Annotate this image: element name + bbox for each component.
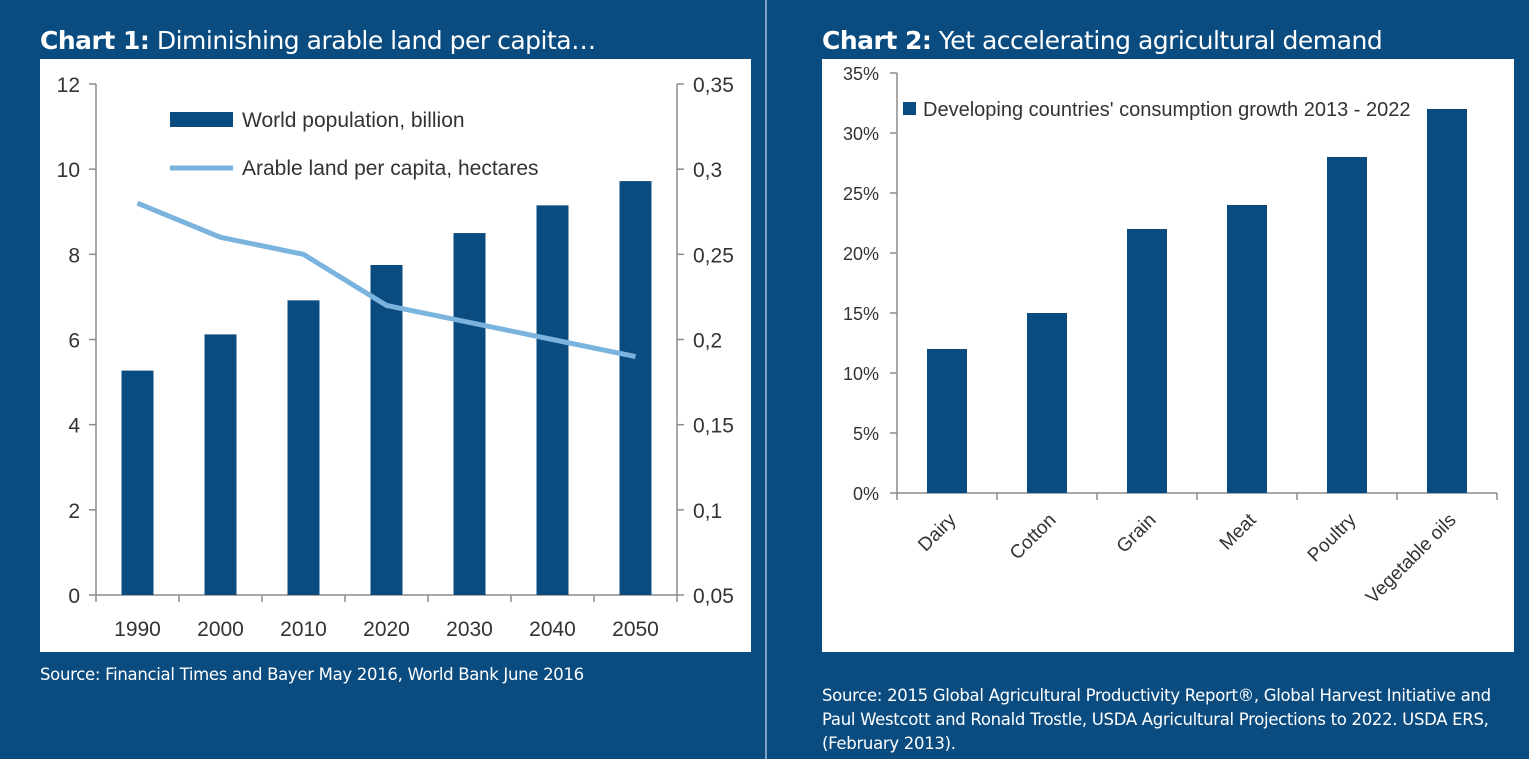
y-tick-label: 35% [843,64,879,84]
left-tick-label: 0 [68,585,80,608]
y-tick-label: 0% [853,484,879,504]
right-tick-label: 0,2 [693,330,722,353]
y-tick-label: 25% [843,184,879,204]
right-tick-label: 0,35 [693,74,734,97]
x-tick-label: 2030 [446,618,493,641]
chart2-title-text: Yet accelerating agricultural demand [938,26,1383,55]
y-tick-label: 30% [843,124,879,144]
chart1-plot: 0 2 4 6 8 10 12 0,05 0,1 0,15 0,2 0,25 0,3 0,35 1990 20… [57,74,734,641]
legend-label: Developing countries' consumption growth… [923,99,1410,121]
left-tick-label: 12 [57,74,80,97]
x-tick-label: Poultry [1304,509,1361,566]
left-tick-label: 8 [68,244,80,267]
consumption-bar [1427,109,1467,493]
consumption-bar [1327,157,1367,493]
x-tick-label: 2040 [529,618,576,641]
population-bar [204,334,237,595]
consumption-bar [1027,313,1067,493]
x-tick-label: 2050 [612,618,659,641]
population-bar [287,300,320,595]
legend-line-label: Arable land per capita, hectares [242,157,539,180]
left-tick-label: 10 [57,159,80,182]
legend-swatch [903,102,916,115]
y-tick-label: 5% [853,424,879,444]
left-tick-label: 4 [68,415,80,438]
legend-bar-label: World population, billion [242,109,465,132]
population-bar [453,233,486,595]
y-tick-label: 15% [843,304,879,324]
chart2-source: Source: 2015 Global Agricultural Product… [822,686,1491,753]
chart2-plot: 0% 5% 10% 15% 20% 25% 30% 35% Dairy Cotton Grain Me… [843,64,1498,609]
consumption-bar [1127,229,1167,493]
population-bar [121,370,154,595]
x-tick-label: 2000 [197,618,244,641]
chart2-title: Chart 2: Yet accelerating agricultural d… [822,26,1383,55]
x-tick-label: 2020 [363,618,410,641]
population-bar [619,181,652,595]
chart1-source: Source: Financial Times and Bayer May 20… [40,665,584,684]
right-tick-label: 0,1 [693,500,722,523]
x-tick-label: Meat [1216,509,1261,554]
chart1-title-text: Diminishing arable land per capita… [156,26,596,55]
y-tick-label: 10% [843,364,879,384]
right-tick-label: 0,05 [693,585,734,608]
population-bar [370,264,403,595]
chart2-title-label: Chart 2: [822,26,932,55]
panel-divider [765,0,767,759]
chart2-panel: 0% 5% 10% 15% 20% 25% 30% 35% Dairy Cotton Grain Me… [822,59,1514,652]
arable-land-line [136,200,637,359]
x-tick-label: Vegetable oils [1362,510,1461,609]
right-tick-label: 0,15 [693,415,734,438]
x-tick-label: 1990 [114,618,161,641]
population-bar [536,205,569,596]
x-tick-label: Dairy [914,509,961,556]
consumption-bar [1227,205,1267,493]
legend-bar-swatch [170,112,233,127]
y-tick-label: 20% [843,244,879,264]
chart1-title: Chart 1: Diminishing arable land per cap… [40,26,596,55]
x-tick-label: Cotton [1006,510,1060,564]
right-tick-label: 0,3 [693,159,722,182]
left-tick-label: 2 [68,500,80,523]
chart1-title-label: Chart 1: [40,26,150,55]
consumption-bar [927,349,967,493]
right-tick-label: 0,25 [693,244,734,267]
x-tick-label: Grain [1113,510,1161,558]
chart1-panel: 0 2 4 6 8 10 12 0,05 0,1 0,15 0,2 0,25 0,3 0,35 1990 20… [40,59,751,652]
left-tick-label: 6 [68,330,80,353]
x-tick-label: 2010 [280,618,327,641]
